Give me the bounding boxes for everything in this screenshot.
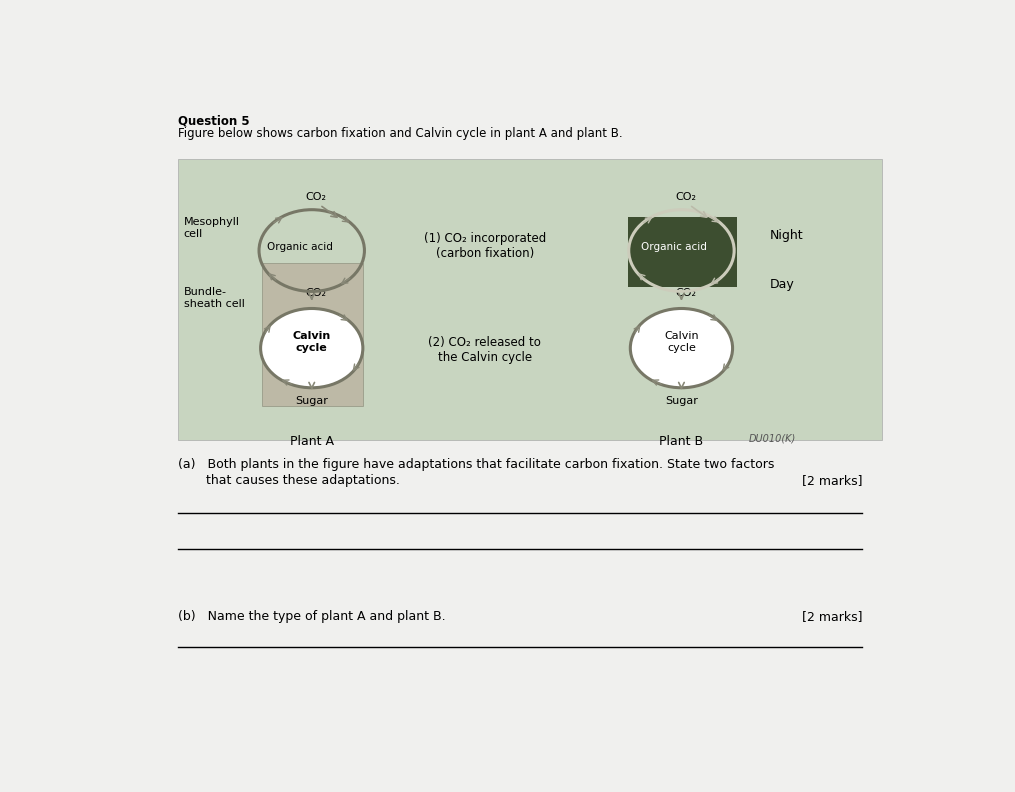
Text: Sugar: Sugar <box>295 396 328 406</box>
Text: CO₂: CO₂ <box>675 287 696 298</box>
Text: Day: Day <box>769 277 795 291</box>
Text: Bundle-
sheath cell: Bundle- sheath cell <box>184 287 245 309</box>
Circle shape <box>630 308 733 388</box>
FancyBboxPatch shape <box>178 159 882 440</box>
Text: CO₂: CO₂ <box>306 192 326 203</box>
FancyBboxPatch shape <box>628 217 737 287</box>
Text: (a)   Both plants in the figure have adaptations that facilitate carbon fixation: (a) Both plants in the figure have adapt… <box>178 458 774 471</box>
Text: Night: Night <box>769 229 803 242</box>
Text: Plant B: Plant B <box>660 436 703 448</box>
FancyBboxPatch shape <box>262 263 362 406</box>
Text: Calvin
cycle: Calvin cycle <box>664 331 698 352</box>
Text: DU010(K): DU010(K) <box>748 433 796 444</box>
Text: [2 marks]: [2 marks] <box>802 474 863 487</box>
Text: [2 marks]: [2 marks] <box>802 611 863 623</box>
Circle shape <box>261 308 363 388</box>
Text: Mesophyll
cell: Mesophyll cell <box>184 217 240 238</box>
Text: Calvin
cycle: Calvin cycle <box>292 331 331 352</box>
Text: Figure below shows carbon fixation and Calvin cycle in plant A and plant B.: Figure below shows carbon fixation and C… <box>178 127 622 139</box>
Text: (1) CO₂ incorporated
(carbon fixation): (1) CO₂ incorporated (carbon fixation) <box>423 232 546 261</box>
Text: Question 5: Question 5 <box>178 115 250 128</box>
Text: Organic acid: Organic acid <box>640 242 706 253</box>
Text: Organic acid: Organic acid <box>267 242 333 253</box>
Text: (b)   Name the type of plant A and plant B.: (b) Name the type of plant A and plant B… <box>178 611 446 623</box>
Text: Sugar: Sugar <box>665 396 698 406</box>
Text: Plant A: Plant A <box>289 436 334 448</box>
Text: that causes these adaptations.: that causes these adaptations. <box>178 474 400 487</box>
Text: CO₂: CO₂ <box>306 287 326 298</box>
Text: CO₂: CO₂ <box>675 192 696 203</box>
Text: (2) CO₂ released to
the Calvin cycle: (2) CO₂ released to the Calvin cycle <box>428 336 541 364</box>
